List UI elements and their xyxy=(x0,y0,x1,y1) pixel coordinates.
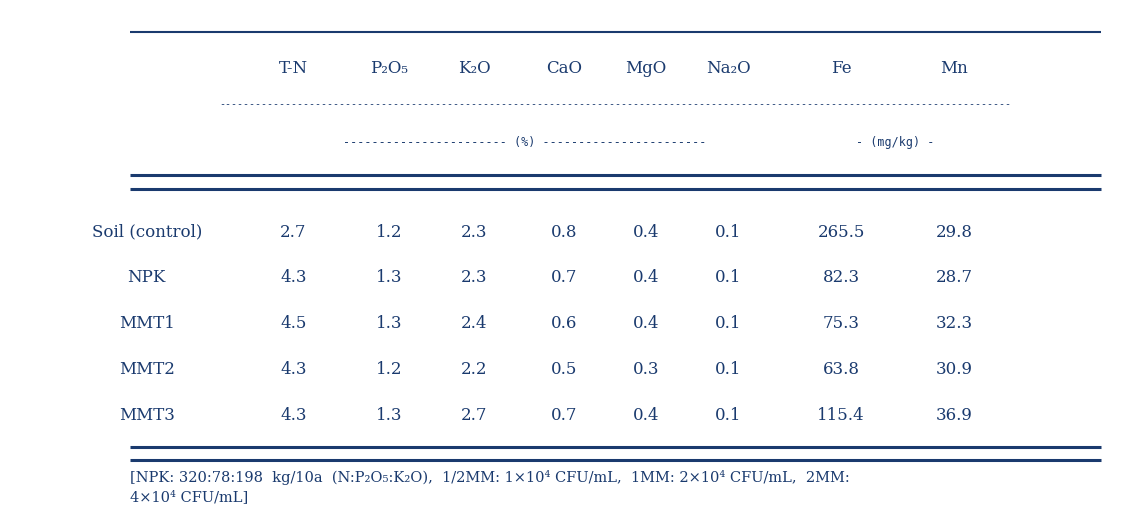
Text: 115.4: 115.4 xyxy=(817,406,865,423)
Text: 0.4: 0.4 xyxy=(632,223,659,240)
Text: T-N: T-N xyxy=(279,60,308,77)
Text: Fe: Fe xyxy=(831,60,851,77)
Text: 1.3: 1.3 xyxy=(376,269,403,286)
Text: 36.9: 36.9 xyxy=(936,406,972,423)
Text: 30.9: 30.9 xyxy=(936,360,972,378)
Text: CaO: CaO xyxy=(546,60,583,77)
Text: Na₂O: Na₂O xyxy=(706,60,751,77)
Text: ----------------------- (%) -----------------------: ----------------------- (%) ------------… xyxy=(343,136,707,149)
Text: - (mg/kg) -: - (mg/kg) - xyxy=(856,136,935,149)
Text: 0.4: 0.4 xyxy=(632,406,659,423)
Text: Soil (control): Soil (control) xyxy=(91,223,202,240)
Text: MMT3: MMT3 xyxy=(119,406,175,423)
Text: 82.3: 82.3 xyxy=(823,269,859,286)
Text: 32.3: 32.3 xyxy=(936,315,972,332)
Text: 2.2: 2.2 xyxy=(461,360,488,378)
Text: 0.1: 0.1 xyxy=(715,360,742,378)
Text: 265.5: 265.5 xyxy=(817,223,865,240)
Text: MMT2: MMT2 xyxy=(119,360,175,378)
Text: 4.3: 4.3 xyxy=(280,269,307,286)
Text: 2.7: 2.7 xyxy=(280,223,307,240)
Text: 2.3: 2.3 xyxy=(461,269,488,286)
Text: MgO: MgO xyxy=(625,60,666,77)
Text: 28.7: 28.7 xyxy=(936,269,972,286)
Text: 0.4: 0.4 xyxy=(632,315,659,332)
Text: 0.3: 0.3 xyxy=(632,360,659,378)
Text: NPK: NPK xyxy=(128,269,166,286)
Text: 0.7: 0.7 xyxy=(551,269,578,286)
Text: 1.2: 1.2 xyxy=(376,360,403,378)
Text: 0.7: 0.7 xyxy=(551,406,578,423)
Text: 0.8: 0.8 xyxy=(551,223,578,240)
Text: 0.1: 0.1 xyxy=(715,315,742,332)
Text: 75.3: 75.3 xyxy=(823,315,859,332)
Text: 29.8: 29.8 xyxy=(936,223,972,240)
Text: 0.1: 0.1 xyxy=(715,223,742,240)
Text: MMT1: MMT1 xyxy=(119,315,175,332)
Text: 0.1: 0.1 xyxy=(715,406,742,423)
Text: 0.5: 0.5 xyxy=(551,360,578,378)
Text: 0.1: 0.1 xyxy=(715,269,742,286)
Text: 0.6: 0.6 xyxy=(551,315,578,332)
Text: 4.3: 4.3 xyxy=(280,360,307,378)
Text: Mn: Mn xyxy=(940,60,968,77)
Text: K₂O: K₂O xyxy=(458,60,490,77)
Text: [NPK: 320:78:198  kg/10a  (N:P₂O₅:K₂O),  1/2MM: 1×10⁴ CFU/mL,  1MM: 2×10⁴ CFU/mL: [NPK: 320:78:198 kg/10a (N:P₂O₅:K₂O), 1/… xyxy=(130,469,850,485)
Text: 2.7: 2.7 xyxy=(461,406,488,423)
Text: 2.3: 2.3 xyxy=(461,223,488,240)
Text: 0.4: 0.4 xyxy=(632,269,659,286)
Text: 2.4: 2.4 xyxy=(461,315,488,332)
Text: --------------------------------------------------------------------------------: ----------------------------------------… xyxy=(219,99,1012,109)
Text: 4×10⁴ CFU/mL]: 4×10⁴ CFU/mL] xyxy=(130,489,248,503)
Text: 63.8: 63.8 xyxy=(823,360,859,378)
Text: 1.3: 1.3 xyxy=(376,315,403,332)
Text: 4.5: 4.5 xyxy=(280,315,307,332)
Text: 1.3: 1.3 xyxy=(376,406,403,423)
Text: 1.2: 1.2 xyxy=(376,223,403,240)
Text: 4.3: 4.3 xyxy=(280,406,307,423)
Text: P₂O₅: P₂O₅ xyxy=(370,60,409,77)
